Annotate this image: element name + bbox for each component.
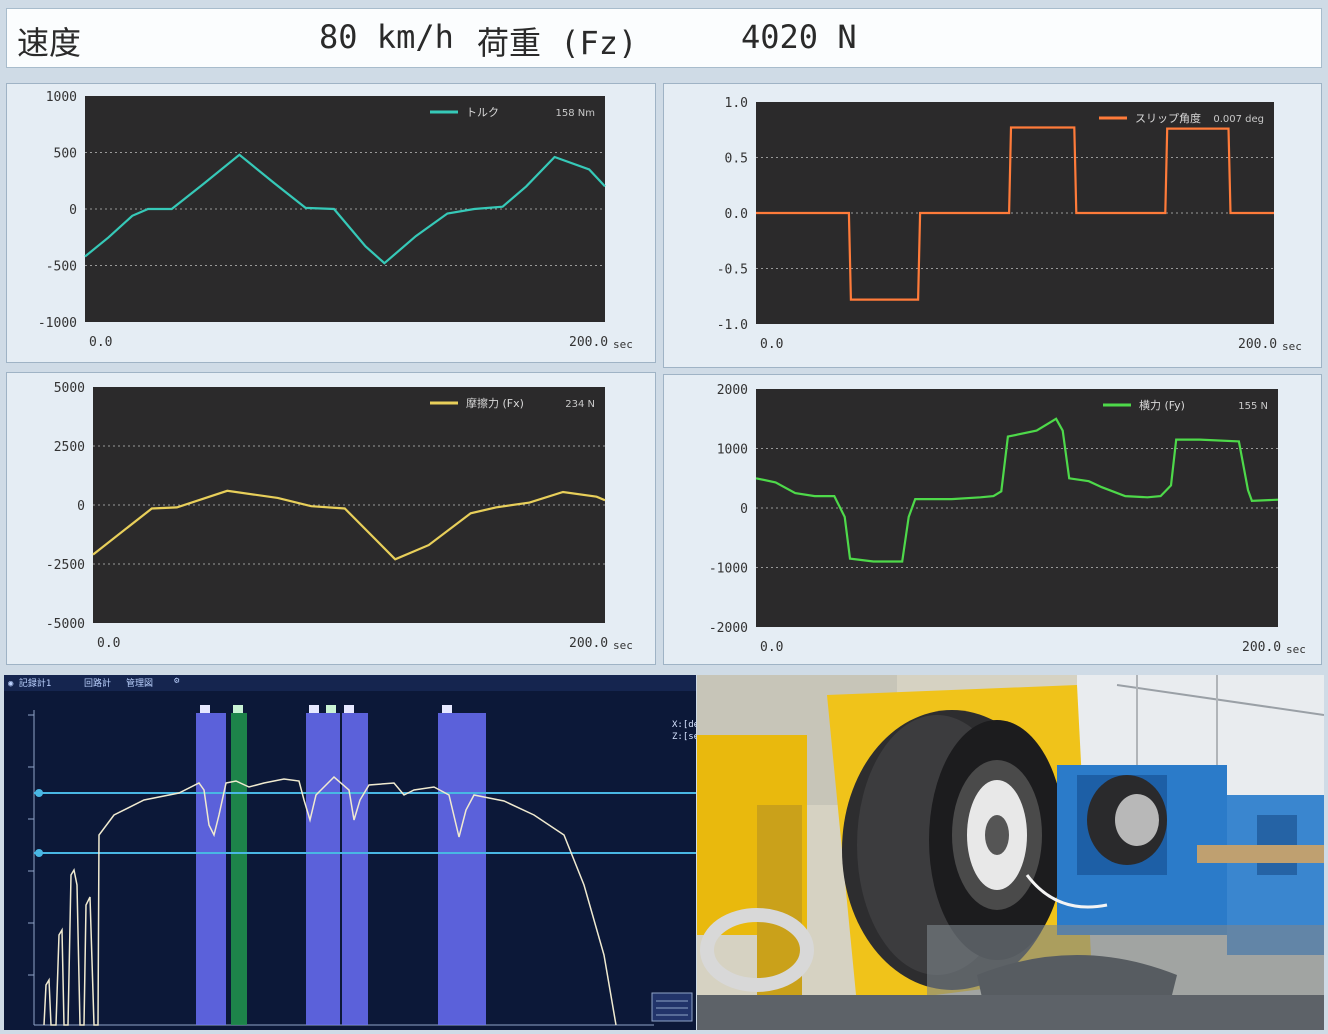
x-end-label: 200.0 [1242, 640, 1281, 655]
x-end-label: 200.0 [569, 636, 608, 651]
lateral-chart-panel: 2000 1000 0 -1000 -2000 0.0 200.0 sec 横力 (Fy) 155… [663, 374, 1322, 665]
recorder-toolbar: ◉ 記録計1 回路計 管理図 ⚙ [4, 675, 696, 691]
x-start-label: 0.0 [89, 335, 112, 350]
gear-icon[interactable]: ⚙ [174, 676, 180, 686]
x-unit-label: sec [613, 338, 633, 351]
speed-label: 速度 [17, 24, 82, 62]
legend-label: 摩擦力 (Fx) [466, 396, 524, 410]
recorder-label-z: Z:[sec] [672, 732, 696, 742]
test-rig-illustration [697, 675, 1324, 1030]
y-tick-label: 1.0 [725, 96, 748, 111]
series-line [755, 417, 1279, 563]
slip-angle-chart-panel: 1.0 0.5 0.0 -0.5 -1.0 0.0 200.0 sec スリップ角度 0.007 … [663, 83, 1322, 368]
marker-band-3[interactable] [342, 713, 368, 1025]
toolbar-item-circuit[interactable]: 回路計 [84, 679, 112, 689]
legend-value: 155 N [1238, 401, 1268, 412]
marker-band-1[interactable] [196, 713, 226, 1025]
y-tick-label: -500 [46, 260, 77, 275]
y-tick-label: 0.0 [725, 207, 748, 222]
recorder-y-ticks [28, 714, 34, 976]
y-tick-label: 500 [54, 147, 77, 162]
cursor-handle-upper[interactable] [35, 789, 43, 797]
x-end-label: 200.0 [1238, 337, 1277, 352]
recorder-label-x: X:[deg] [672, 720, 696, 730]
y-tick-label: 2000 [717, 383, 748, 398]
y-tick-label: -2500 [46, 558, 85, 573]
y-tick-label: 1000 [717, 443, 748, 458]
band-tag-2[interactable] [309, 705, 319, 713]
marker-band-4[interactable] [438, 713, 486, 1025]
load-label: 荷重 (Fz) [477, 24, 638, 62]
toolbar-item-control[interactable]: 管理図 [126, 679, 154, 689]
recorder-screen: ◉ 記録計1 回路計 管理図 ⚙ [4, 675, 696, 1030]
series-line [84, 153, 606, 265]
test-rig-photo [697, 675, 1324, 1030]
y-tick-label: -1000 [709, 562, 748, 577]
y-tick-label: 0.5 [725, 152, 748, 167]
marker-band-green[interactable] [231, 713, 247, 1025]
legend-value: 158 Nm [556, 108, 596, 119]
slip-angle-chart: 1.0 0.5 0.0 -0.5 -1.0 0.0 200.0 sec スリップ角度 0.007 … [717, 96, 1302, 353]
legend-label: スリップ角度 [1135, 111, 1201, 125]
y-tick-label: 5000 [54, 381, 85, 396]
x-unit-label: sec [613, 639, 633, 652]
load-value: 4020 N [741, 18, 857, 56]
y-tick-label: -2000 [709, 621, 748, 636]
y-tick-label: -0.5 [717, 263, 748, 278]
torque-chart: 1000 500 0 -500 -1000 0.0 200.0 sec トルク 158 Nm [38, 90, 633, 351]
y-tick-label: 2500 [54, 440, 85, 455]
legend-value: 0.007 deg [1213, 114, 1264, 125]
x-unit-label: sec [1282, 340, 1302, 353]
band-tag-3[interactable] [344, 705, 354, 713]
y-tick-label: -5000 [46, 617, 85, 632]
lateral-force-chart: 2000 1000 0 -1000 -2000 0.0 200.0 sec 横力 (Fy) 155… [709, 383, 1306, 656]
y-tick-label: 1000 [46, 90, 77, 105]
band-tag-green[interactable] [233, 705, 243, 713]
band-tag-2b[interactable] [326, 705, 336, 713]
torque-chart-panel: 1000 500 0 -500 -1000 0.0 200.0 sec トルク 158 Nm [6, 83, 656, 363]
toolbar-item-record[interactable]: ◉ 記録計1 [8, 679, 52, 689]
speed-value: 80 km/h [319, 18, 454, 56]
x-start-label: 0.0 [760, 640, 783, 655]
recorder-plot: X:[deg] Z:[sec] [28, 705, 696, 1026]
cursor-handle-lower[interactable] [35, 849, 43, 857]
x-end-label: 200.0 [569, 335, 608, 350]
legend-label: トルク [466, 106, 499, 119]
y-tick-label: 0 [740, 502, 748, 517]
friction-force-chart: 5000 2500 0 -2500 -5000 0.0 200.0 sec 摩擦力 (Fx) 23… [46, 381, 633, 652]
header-bar: 速度 80 km/h 荷重 (Fz) 4020 N [6, 8, 1322, 68]
legend-value: 234 N [565, 399, 595, 410]
y-tick-label: 0 [69, 203, 77, 218]
x-start-label: 0.0 [760, 337, 783, 352]
y-tick-label: 0 [77, 499, 85, 514]
legend-label: 横力 (Fy) [1139, 398, 1185, 412]
band-tag-4[interactable] [442, 705, 452, 713]
band-tag-1[interactable] [200, 705, 210, 713]
friction-chart-panel: 5000 2500 0 -2500 -5000 0.0 200.0 sec 摩擦力 (Fx) 23… [6, 372, 656, 665]
y-tick-label: -1000 [38, 316, 77, 331]
y-tick-label: -1.0 [717, 318, 748, 333]
marker-band-2[interactable] [306, 713, 340, 1025]
recorder-legend-box [651, 992, 693, 1022]
series-line [92, 489, 606, 561]
series-line [756, 126, 1274, 301]
recorder-trace [43, 775, 617, 1026]
x-start-label: 0.0 [97, 636, 120, 651]
x-unit-label: sec [1286, 643, 1306, 656]
